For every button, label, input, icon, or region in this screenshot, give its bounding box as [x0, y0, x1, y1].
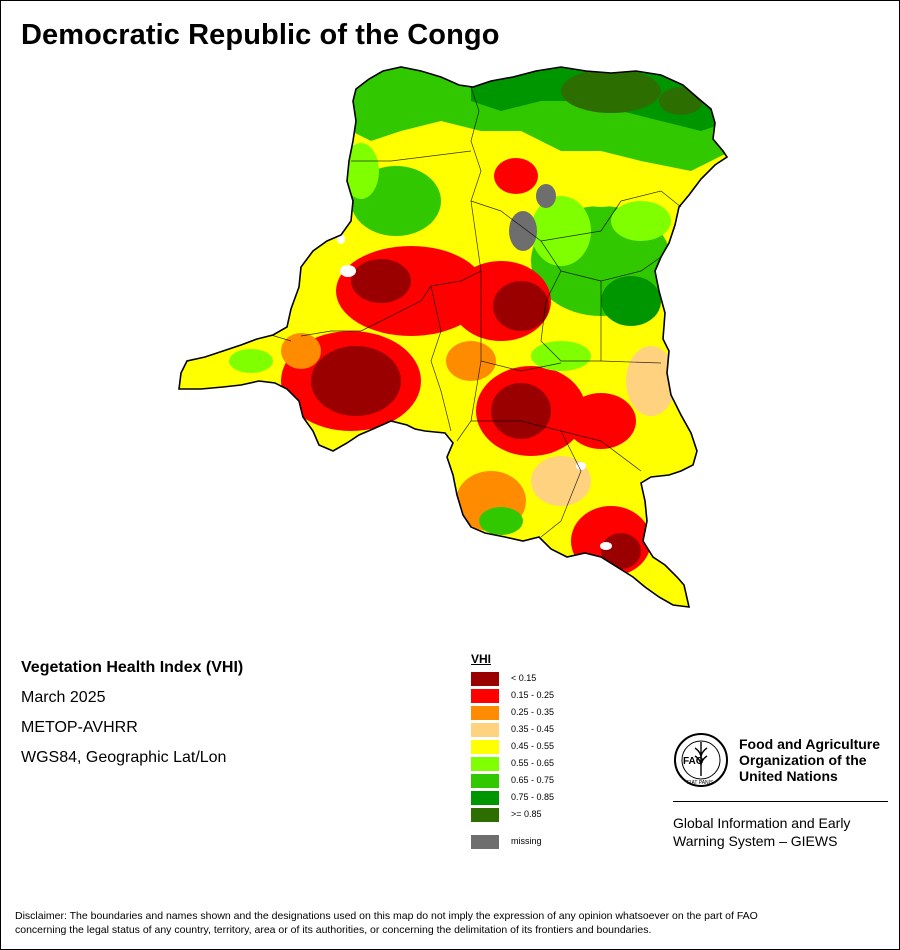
legend-swatch — [471, 808, 499, 822]
legend-label: 0.15 - 0.25 — [511, 690, 555, 700]
legend-swatch — [471, 791, 499, 805]
sensor-label: METOP-AVHRR — [21, 719, 138, 736]
disclaimer-line1: Disclaimer: The boundaries and names sho… — [15, 910, 758, 922]
program-line2: Warning System – GIEWS — [673, 833, 838, 849]
fao-logo-motto: FIAT PANIS — [687, 780, 714, 786]
fao-branding: FAO FIAT PANIS Food and Agriculture Orga… — [673, 732, 891, 862]
giews-program: Global Information and Early Warning Sys… — [673, 814, 850, 850]
org-name-line1: Food and Agriculture — [739, 736, 881, 752]
legend-swatch — [471, 774, 499, 788]
org-name-line3: United Nations — [739, 768, 838, 784]
legend-label-missing: missing — [511, 836, 542, 846]
legend-swatch — [471, 723, 499, 737]
legend-swatch — [471, 757, 499, 771]
map-info: Vegetation Health Index (VHI) March 2025… — [21, 658, 243, 778]
map-title: Democratic Republic of the Congo — [21, 19, 500, 51]
legend-label: 0.45 - 0.55 — [511, 741, 555, 751]
divider — [673, 801, 888, 802]
legend-label: 0.65 - 0.75 — [511, 775, 555, 785]
legend-label: 0.75 - 0.85 — [511, 792, 555, 802]
vhi-map — [178, 66, 729, 608]
fao-organization-name: Food and Agriculture Organization of the… — [739, 736, 880, 784]
legend-swatch — [471, 672, 499, 686]
legend-swatch — [471, 689, 499, 703]
legend-label: 0.25 - 0.35 — [511, 707, 555, 717]
vhi-legend: VHI < 0.15 0.15 - 0.25 0.25 - 0.35 0.35 - 0… — [471, 652, 631, 857]
legend-title: VHI — [471, 652, 492, 666]
index-name: Vegetation Health Index (VHI) — [21, 659, 244, 676]
period-label: March 2025 — [21, 689, 106, 706]
fao-logo-text: FAO — [683, 756, 704, 767]
fao-logo-icon: FAO FIAT PANIS — [674, 733, 728, 787]
legend-label: 0.55 - 0.65 — [511, 758, 555, 768]
program-line1: Global Information and Early — [673, 815, 851, 831]
projection-label: WGS84, Geographic Lat/Lon — [21, 749, 227, 766]
disclaimer: Disclaimer: The boundaries and names sho… — [15, 909, 891, 937]
legend-label: 0.35 - 0.45 — [511, 724, 555, 734]
legend-swatch-missing — [471, 835, 499, 849]
disclaimer-line2: concerning the legal status of any count… — [15, 924, 652, 936]
legend-label: < 0.15 — [511, 673, 537, 683]
org-name-line2: Organization of the — [739, 752, 867, 768]
legend-swatch — [471, 740, 499, 754]
legend-label: >= 0.85 — [511, 809, 542, 819]
legend-swatch — [471, 706, 499, 720]
